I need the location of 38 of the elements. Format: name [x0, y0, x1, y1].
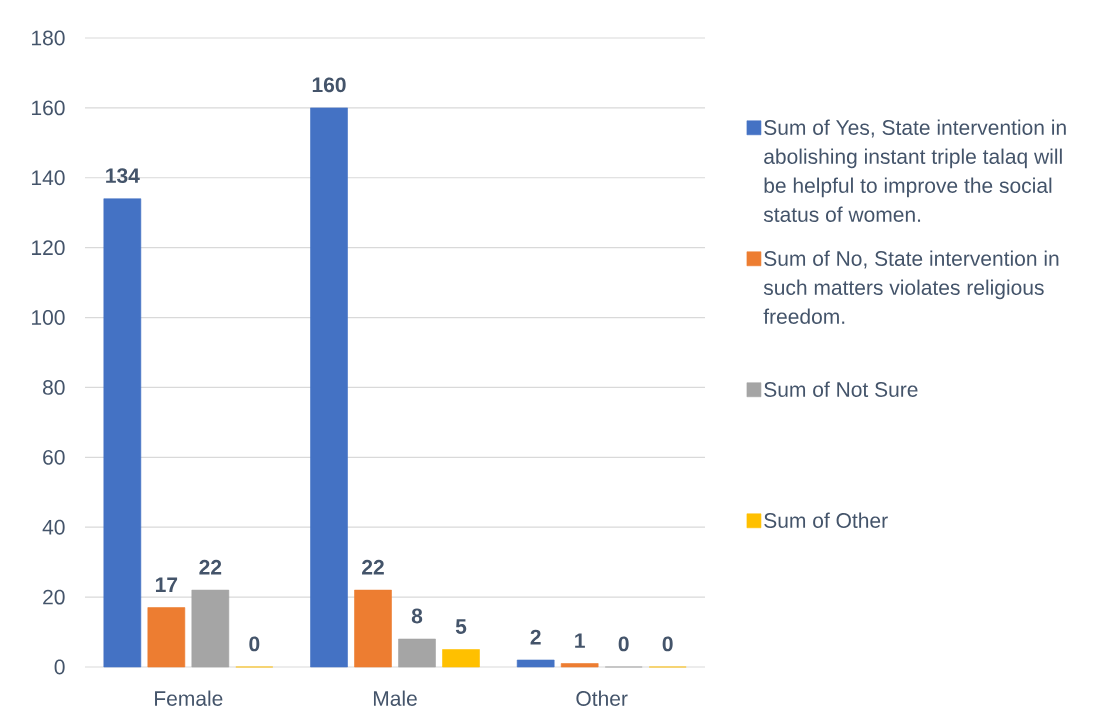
- bar: [442, 649, 480, 668]
- y-tick-label: 80: [43, 380, 65, 395]
- legend-label: Sum of Yes, State intervention in abolishing instant triple talaq will be helpful to improve the social status of women.: [763, 119, 1066, 222]
- bar: [560, 663, 599, 668]
- y-tick-label: 60: [43, 449, 65, 465]
- legend-label: Sum of Other: [764, 512, 888, 528]
- x-tick-label: Other: [576, 690, 628, 706]
- y-tick-label: 180: [32, 30, 65, 46]
- y-tick-label: 120: [32, 240, 65, 256]
- bar: [103, 198, 142, 668]
- x-tick-label: Male: [373, 690, 417, 706]
- data-label: 0: [249, 636, 260, 652]
- bar: [191, 589, 230, 668]
- legend-label: Sum of Not Sure: [764, 381, 918, 397]
- data-label: 17: [155, 577, 178, 592]
- y-tick-label: 20: [43, 589, 65, 605]
- data-label: 160: [312, 77, 346, 93]
- data-label: 22: [199, 559, 222, 575]
- data-label: 8: [411, 608, 423, 624]
- bar: [516, 659, 555, 668]
- data-label: 1: [575, 633, 585, 648]
- y-tick-label: 140: [32, 170, 65, 186]
- data-label: 0: [662, 636, 673, 652]
- y-tick-label: 160: [32, 100, 65, 116]
- data-label: 5: [455, 619, 467, 634]
- data-label: 134: [106, 168, 140, 184]
- bar: [354, 589, 392, 668]
- bar: [398, 638, 436, 668]
- y-tick-label: 0: [54, 659, 65, 675]
- y-tick-label: 40: [42, 519, 65, 535]
- legend-label: Sum of No, State intervention in such matters violates religious freedom.: [763, 250, 1059, 324]
- bar: [310, 107, 348, 668]
- data-label: 22: [362, 559, 384, 575]
- bar: [147, 607, 186, 668]
- x-tick-label: Female: [155, 690, 223, 706]
- y-tick-label: 100: [32, 310, 65, 325]
- data-label: 0: [618, 636, 629, 652]
- data-label: 2: [530, 629, 541, 645]
